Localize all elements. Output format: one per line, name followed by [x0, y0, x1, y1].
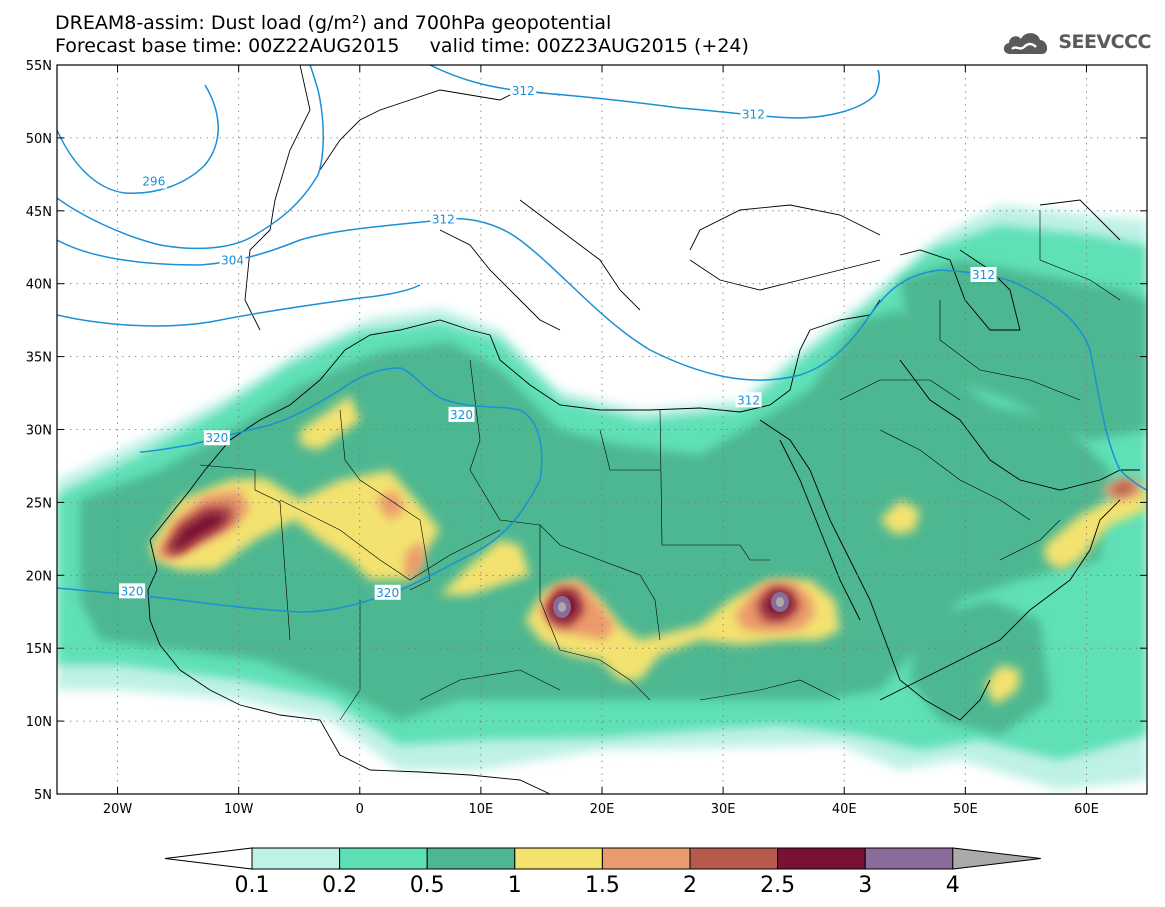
colorbar-swatch: [251, 847, 341, 870]
contour-label: 320: [205, 431, 228, 445]
contour-label-bg: [448, 406, 475, 422]
contour-label: 312: [512, 84, 535, 98]
contour-label-bg: [119, 583, 146, 599]
lon-tick-label: 40E: [832, 802, 857, 817]
colorbar-swatch: [864, 847, 954, 870]
lat-tick-label: 10N: [26, 715, 52, 730]
colorbar-swatch: [514, 847, 603, 870]
lon-tick-label: 10E: [469, 802, 494, 817]
colorbar-label: 4: [946, 873, 960, 898]
map-title: DREAM8-assim: Dust load (g/m²) and 700hP…: [55, 12, 612, 34]
colorbar-label: 0.1: [235, 873, 270, 898]
coastlines: [147, 65, 1140, 794]
contour-label-bg: [374, 584, 401, 600]
lat-tick-label: 35N: [26, 351, 52, 366]
contour-label: 320: [121, 584, 144, 598]
lon-tick-label: 20E: [590, 802, 615, 817]
contour-label: 312: [742, 108, 765, 122]
colorbar-swatch: [777, 847, 866, 870]
colorbar-swatch: [426, 847, 516, 870]
cloud-icon: [1004, 33, 1048, 54]
colorbar-label: 0.5: [410, 873, 445, 898]
lat-tick-label: 40N: [26, 278, 52, 293]
lon-tick-label: 60E: [1074, 802, 1099, 817]
colorbar-label: 1: [508, 873, 522, 898]
contour-label: 296: [142, 175, 165, 189]
contour-label-bg: [203, 430, 230, 446]
seevccc-logo: SEEVCCC: [1000, 26, 1151, 58]
contour-label-bg: [430, 211, 457, 227]
contour-label-bg: [740, 106, 767, 122]
lat-tick-label: 25N: [26, 496, 52, 511]
colorbar: 0.1 0.2 0.5 1 1.5 2 2.5 3 4: [164, 847, 1041, 898]
lat-tick-label: 55N: [26, 59, 52, 74]
colorbar-low-arrow: [164, 847, 253, 870]
lon-tick-label: 0: [356, 802, 364, 817]
contour-label: 320: [450, 408, 473, 422]
colorbar-label: 2.5: [760, 873, 795, 898]
lat-tick-label: 5N: [34, 788, 52, 803]
colorbar-swatch: [601, 847, 691, 870]
colorbar-high-arrow: [952, 847, 1041, 870]
lat-tick-label: 20N: [26, 569, 52, 584]
contour-label-bg: [510, 83, 537, 99]
graticule: [57, 65, 1147, 794]
colorbar-swatch: [339, 847, 428, 870]
contour-label: 312: [972, 268, 995, 282]
contour-label-bg: [735, 392, 762, 408]
colorbar-label: 0.2: [322, 873, 357, 898]
lon-tick-label: 50E: [953, 802, 978, 817]
lon-tick-label: 10W: [224, 802, 254, 817]
contour-label: 304: [221, 253, 244, 267]
contour-label-bg: [140, 173, 167, 189]
colorbar-label: 2: [683, 873, 697, 898]
lat-tick-label: 45N: [26, 205, 52, 220]
contour-label: 320: [376, 586, 399, 600]
axis-ticks: 20W 10W 0 10E 20E 30E 40E 50E 60E 55N 50N 45N 40N 35N…: [26, 59, 1147, 817]
country-borders: [199, 210, 1121, 721]
dust-field: [57, 65, 1147, 794]
colorbar-swatch: [689, 847, 779, 870]
lon-tick-label: 30E: [711, 802, 736, 817]
colorbar-label: 1.5: [585, 873, 620, 898]
lat-tick-label: 30N: [26, 424, 52, 439]
lat-tick-label: 50N: [26, 132, 52, 147]
lon-tick-label: 20W: [103, 802, 133, 817]
contour-label-bg: [219, 252, 246, 268]
contour-label-bg: [970, 266, 997, 282]
colorbar-label: 3: [858, 873, 872, 898]
lat-tick-label: 15N: [26, 642, 52, 657]
forecast-time-subtitle: Forecast base time: 00Z22AUG2015 valid t…: [55, 35, 749, 57]
contour-label: 312: [432, 213, 455, 227]
contour-labels: 296 304 312 312 312 312 312 320 320 320 320: [119, 83, 997, 600]
contour-label: 312: [737, 393, 760, 407]
